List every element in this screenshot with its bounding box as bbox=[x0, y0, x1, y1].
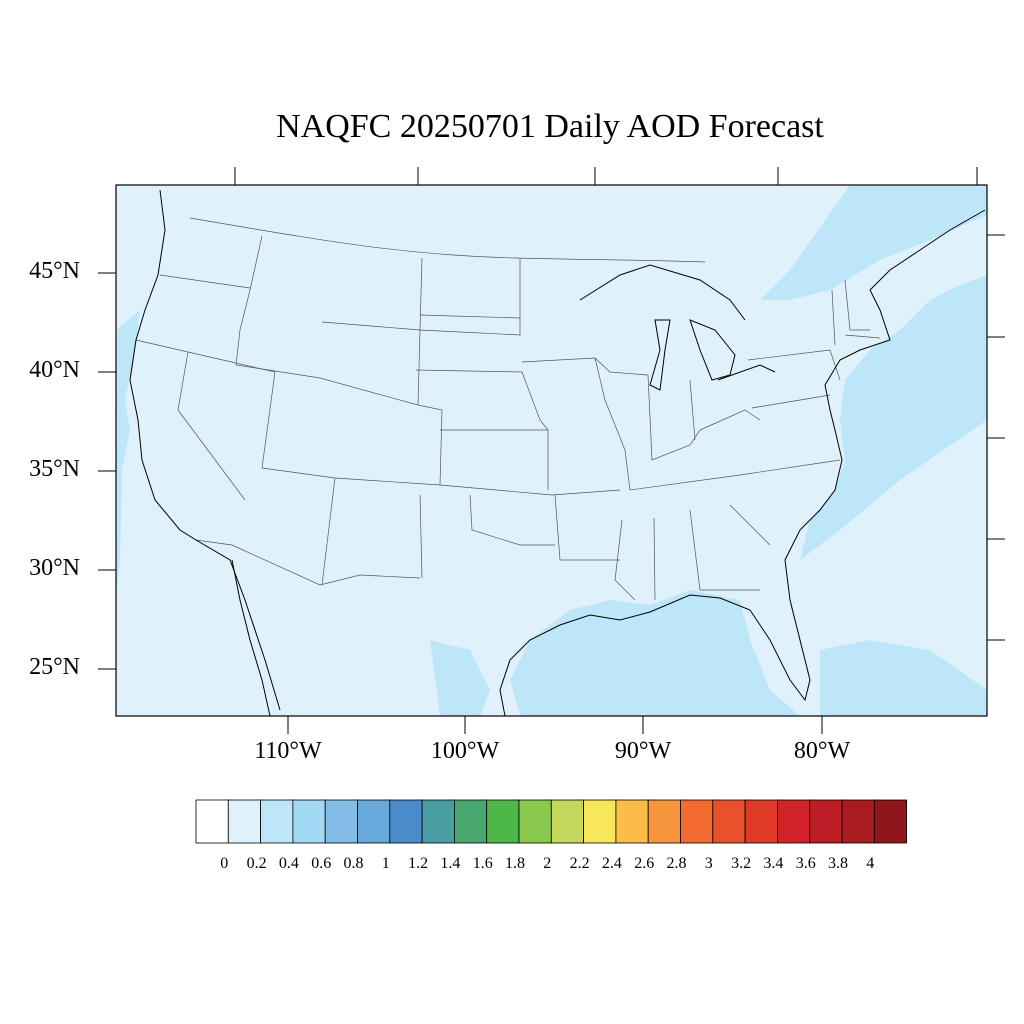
colorbar-label: 1.4 bbox=[440, 855, 461, 872]
colorbar-label: 3.6 bbox=[795, 855, 816, 872]
colorbar-swatch bbox=[744, 799, 778, 844]
atlantic-haze-region bbox=[800, 275, 987, 560]
colorbar-label: 2 bbox=[543, 855, 552, 872]
colorbar-label: 1 bbox=[381, 855, 390, 872]
colorbar bbox=[195, 799, 907, 844]
colorbar-label: 2.6 bbox=[634, 855, 655, 872]
right-ticks bbox=[987, 234, 1005, 641]
colorbar-swatch bbox=[777, 799, 811, 844]
colorbar-label: 3.2 bbox=[731, 855, 752, 872]
colorbar-swatch bbox=[486, 799, 520, 844]
state-boundaries bbox=[135, 217, 881, 601]
colorbar-swatch bbox=[647, 799, 681, 844]
left-ticks bbox=[98, 272, 116, 670]
colorbar-swatch bbox=[195, 799, 229, 844]
colorbar-label: 3.4 bbox=[763, 855, 784, 872]
bottom-ticks bbox=[287, 716, 823, 734]
colorbar-label: 3.8 bbox=[828, 855, 848, 872]
colorbar-label: 3 bbox=[704, 855, 713, 872]
colorbar-label: 0.4 bbox=[278, 855, 299, 872]
colorbar-swatch bbox=[389, 799, 423, 844]
lon-label-80w: 80°W bbox=[793, 738, 851, 764]
colorbar-label: 1.6 bbox=[472, 855, 493, 872]
colorbar-label: 2.4 bbox=[601, 855, 622, 872]
lat-label-40n: 40°N bbox=[29, 357, 80, 383]
colorbar-swatch bbox=[324, 799, 358, 844]
colorbar-label: 0 bbox=[220, 855, 229, 872]
lat-label-25n: 25°N bbox=[29, 654, 80, 680]
lon-label-100w: 100°W bbox=[430, 738, 500, 764]
colorbar-label: 0.8 bbox=[343, 855, 364, 872]
lat-label-35n: 35°N bbox=[29, 456, 80, 482]
colorbar-label: 1.2 bbox=[408, 855, 429, 872]
colorbar-swatch bbox=[680, 799, 714, 844]
lat-label-30n: 30°N bbox=[29, 555, 80, 581]
colorbar-swatch bbox=[357, 799, 391, 844]
colorbar-swatch bbox=[550, 799, 584, 844]
lat-label-45n: 45°N bbox=[29, 258, 80, 284]
colorbar-label: 4 bbox=[866, 855, 875, 872]
colorbar-swatch bbox=[421, 799, 455, 844]
gulf-haze-region bbox=[510, 590, 800, 716]
pacific-haze-region bbox=[116, 310, 140, 600]
caribbean-haze-region bbox=[820, 640, 987, 716]
colorbar-swatch bbox=[615, 799, 649, 844]
map-frame bbox=[115, 184, 988, 717]
colorbar-label: 0.6 bbox=[311, 855, 332, 872]
map-title: NAQFC 20250701 Daily AOD Forecast bbox=[276, 108, 824, 145]
colorbar-label: 2.8 bbox=[666, 855, 687, 872]
colorbar-swatch bbox=[260, 799, 294, 844]
colorbar-swatch bbox=[809, 799, 843, 844]
coastlines bbox=[129, 189, 986, 716]
colorbar-swatch bbox=[712, 799, 746, 844]
colorbar-swatch bbox=[873, 799, 907, 844]
colorbar-swatch bbox=[841, 799, 875, 844]
lon-label-110w: 110°W bbox=[254, 738, 322, 764]
colorbar-swatch bbox=[583, 799, 617, 844]
colorbar-label: 1.8 bbox=[505, 855, 525, 872]
colorbar-swatch bbox=[453, 799, 488, 844]
baja-haze-region bbox=[430, 640, 490, 716]
colorbar-swatch bbox=[227, 799, 262, 844]
colorbar-label: 2.2 bbox=[569, 855, 590, 872]
colorbar-label: 0.2 bbox=[246, 855, 267, 872]
colorbar-swatch bbox=[518, 799, 552, 844]
top-ticks bbox=[234, 167, 978, 185]
colorbar-swatch bbox=[292, 799, 326, 844]
lon-label-90w: 90°W bbox=[614, 738, 672, 764]
northeast-haze-region bbox=[760, 185, 987, 300]
